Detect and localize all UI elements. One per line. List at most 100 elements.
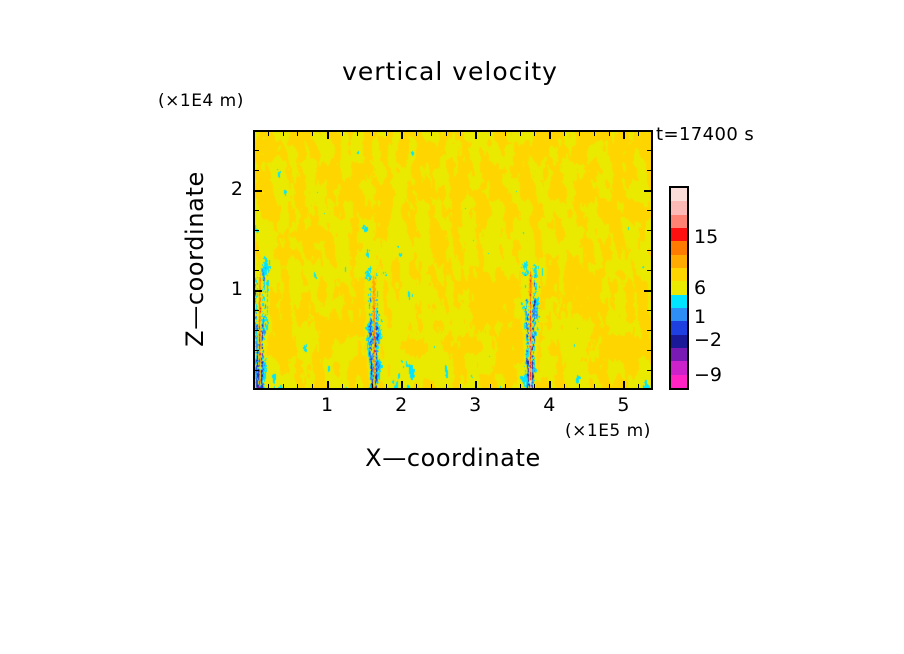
tick-mark bbox=[460, 130, 462, 136]
y-axis-title: Z—coordinate bbox=[181, 171, 209, 347]
tick-mark bbox=[253, 190, 262, 192]
tick-mark bbox=[445, 384, 447, 390]
tick-mark bbox=[647, 210, 653, 211]
tick-mark bbox=[647, 310, 653, 311]
colorbar-band-4 bbox=[671, 321, 687, 335]
tick-mark bbox=[253, 350, 259, 351]
colorbar-band-14 bbox=[671, 188, 687, 202]
tick-mark bbox=[297, 130, 299, 136]
tick-mark bbox=[253, 310, 259, 311]
tick-mark bbox=[534, 384, 536, 390]
tick-mark bbox=[549, 381, 552, 390]
tick-mark bbox=[623, 130, 626, 139]
tick-mark bbox=[647, 330, 653, 331]
tick-mark bbox=[504, 384, 506, 390]
colorbar-label-2: 1 bbox=[694, 306, 707, 328]
tick-mark bbox=[490, 384, 492, 390]
colorbar-band-12 bbox=[671, 214, 687, 229]
tick-mark bbox=[327, 130, 330, 139]
colorbar-band-10 bbox=[671, 241, 687, 255]
tick-mark bbox=[647, 350, 653, 351]
tick-mark bbox=[371, 384, 373, 390]
tick-mark bbox=[401, 381, 404, 390]
tick-mark bbox=[267, 384, 269, 390]
colorbar-band-0 bbox=[671, 374, 687, 388]
tick-mark bbox=[647, 230, 653, 231]
tick-mark bbox=[593, 130, 595, 136]
tick-mark bbox=[578, 384, 580, 390]
colorbar-band-11 bbox=[671, 228, 687, 242]
plot-title-text: vertical velocity bbox=[342, 57, 558, 86]
tick-mark bbox=[549, 130, 552, 139]
tick-mark bbox=[297, 384, 299, 390]
colorbar-band-7 bbox=[671, 281, 687, 295]
x-tick-label-1: 1 bbox=[321, 394, 334, 416]
colorbar-band-3 bbox=[671, 334, 687, 349]
tick-mark bbox=[638, 130, 640, 136]
tick-mark bbox=[282, 384, 284, 390]
tick-mark bbox=[534, 130, 536, 136]
tick-mark bbox=[445, 130, 447, 136]
x-axis-title: X—coordinate bbox=[365, 444, 541, 472]
tick-mark bbox=[282, 130, 284, 136]
colorbar bbox=[669, 186, 689, 390]
tick-mark bbox=[371, 130, 373, 136]
tick-mark bbox=[504, 130, 506, 136]
tick-mark bbox=[430, 384, 432, 390]
tick-mark bbox=[253, 370, 259, 371]
tick-mark bbox=[356, 384, 358, 390]
tick-mark bbox=[608, 130, 610, 136]
tick-mark bbox=[623, 381, 626, 390]
tick-mark bbox=[647, 150, 653, 151]
tick-mark bbox=[267, 130, 269, 136]
tick-mark bbox=[578, 130, 580, 136]
tick-mark bbox=[401, 130, 404, 139]
velocity-field-heatmap bbox=[255, 132, 651, 388]
tick-mark bbox=[253, 290, 262, 292]
tick-mark bbox=[644, 290, 653, 292]
tick-mark bbox=[386, 384, 388, 390]
tick-mark bbox=[564, 130, 566, 136]
tick-mark bbox=[253, 150, 259, 151]
x-tick-label-4: 4 bbox=[543, 394, 556, 416]
tick-mark bbox=[608, 384, 610, 390]
colorbar-band-5 bbox=[671, 308, 687, 322]
tick-mark bbox=[490, 130, 492, 136]
plot-area bbox=[253, 130, 653, 390]
tick-mark bbox=[312, 384, 314, 390]
tick-mark bbox=[341, 130, 343, 136]
time-stamp-label: t=17400 s bbox=[656, 124, 755, 145]
tick-mark bbox=[460, 384, 462, 390]
tick-mark bbox=[519, 130, 521, 136]
x-tick-label-5: 5 bbox=[617, 394, 630, 416]
tick-mark bbox=[341, 384, 343, 390]
x-tick-label-2: 2 bbox=[395, 394, 408, 416]
x-tick-label-3: 3 bbox=[469, 394, 482, 416]
tick-mark bbox=[356, 130, 358, 136]
tick-mark bbox=[647, 250, 653, 251]
tick-mark bbox=[253, 270, 259, 271]
tick-mark bbox=[253, 330, 259, 331]
y-tick-label-1: 1 bbox=[230, 278, 243, 300]
tick-mark bbox=[253, 170, 259, 171]
colorbar-band-9 bbox=[671, 254, 687, 269]
tick-mark bbox=[564, 384, 566, 390]
tick-mark bbox=[253, 250, 259, 251]
tick-mark bbox=[253, 230, 259, 231]
tick-mark bbox=[386, 130, 388, 136]
tick-mark bbox=[475, 130, 478, 139]
colorbar-band-1 bbox=[671, 361, 687, 375]
colorbar-label-1: 6 bbox=[694, 277, 707, 299]
tick-mark bbox=[647, 170, 653, 171]
page-title: vertical velocity bbox=[0, 57, 904, 86]
colorbar-band-2 bbox=[671, 348, 687, 362]
tick-mark bbox=[519, 384, 521, 390]
y-tick-label-2: 2 bbox=[230, 178, 243, 200]
colorbar-label-0: 15 bbox=[694, 226, 719, 248]
tick-mark bbox=[430, 130, 432, 136]
tick-mark bbox=[638, 384, 640, 390]
tick-mark bbox=[253, 210, 259, 211]
colorbar-band-6 bbox=[671, 294, 687, 309]
tick-mark bbox=[312, 130, 314, 136]
